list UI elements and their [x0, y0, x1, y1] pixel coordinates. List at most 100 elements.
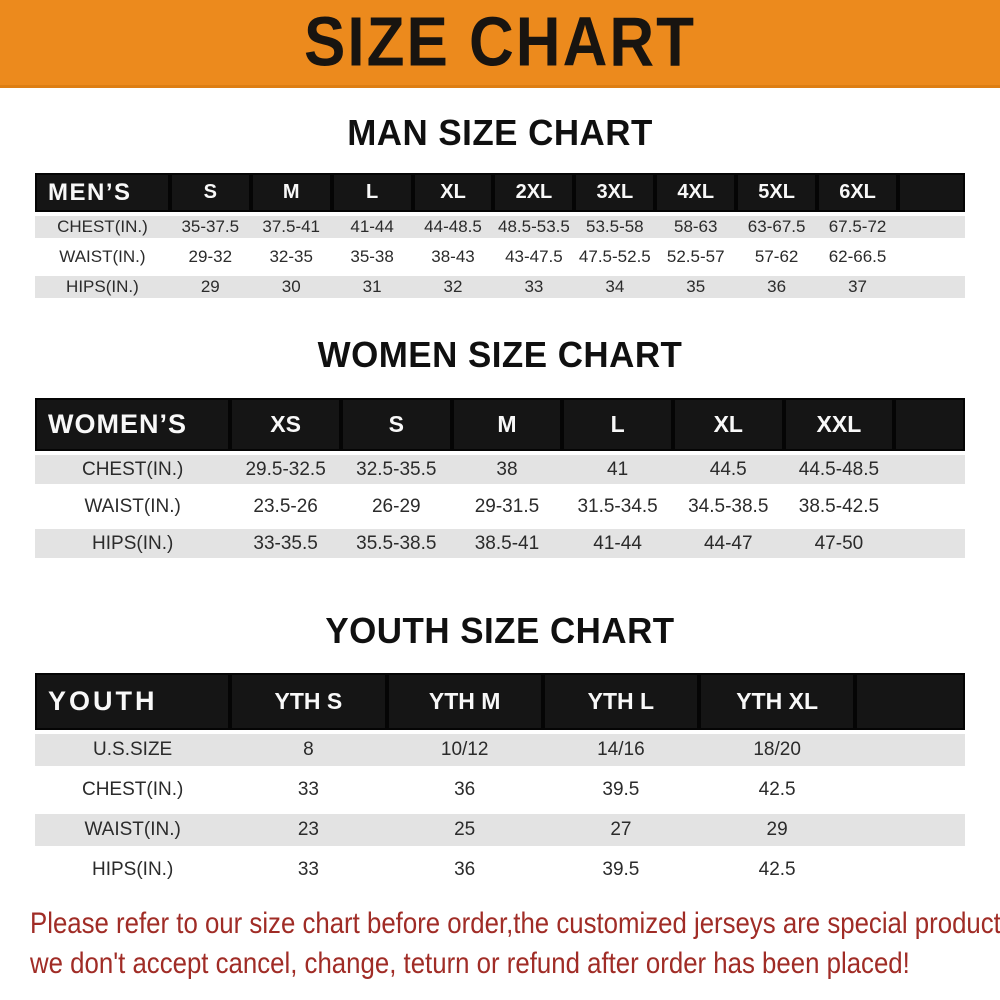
column-header: 4XL [655, 173, 737, 212]
filler-cell [894, 398, 965, 451]
column-header: XL [412, 173, 494, 212]
table-row: WAIST(IN.) 29-32 32-35 35-38 38-43 43-47.5 47.… [35, 242, 965, 272]
table-cell: 44-48.5 [412, 212, 494, 242]
table-row: U.S.SIZE 8 10/12 14/16 18/20 [35, 730, 965, 770]
column-header: 2XL [493, 173, 575, 212]
table-cell: 25 [386, 810, 543, 850]
man-size-chart-heading: MAN SIZE CHART [347, 112, 653, 153]
table-cell: 44-47 [672, 525, 784, 562]
disclaimer-line-2: we don't accept cancel, change, teturn o… [30, 947, 910, 980]
men-table-container: MEN’S S M L XL 2XL 3XL 4XL 5XL 6XL CHEST(IN.) 35-37… [0, 173, 1000, 302]
table-cell: 48.5-53.5 [493, 212, 575, 242]
table-cell: 31 [331, 272, 413, 302]
row-label: WAIST(IN.) [35, 810, 231, 850]
table-cell: 33 [297, 859, 319, 880]
disclaimer-line-1: Please refer to our size chart before or… [30, 907, 1000, 940]
table-cell: 30 [250, 272, 332, 302]
table-cell: 57-62 [754, 247, 799, 266]
women-size-table: WOMEN’S XS S M L XL XXL CHEST(IN.) 29.5-32.5 32.5… [35, 398, 965, 562]
table-cell: 29-31.5 [474, 495, 540, 517]
table-cell: 36 [736, 272, 818, 302]
table-cell: 37.5-41 [250, 212, 332, 242]
filler-cell [898, 272, 965, 302]
table-cell: 33 [297, 779, 319, 800]
table-cell: 35 [655, 272, 737, 302]
table-cell: 41-44 [331, 212, 413, 242]
table-cell: 63-67.5 [736, 212, 818, 242]
filler-cell [855, 810, 965, 850]
filler-cell [894, 488, 965, 525]
filler-cell [855, 770, 965, 810]
row-label: CHEST(IN.) [35, 451, 231, 488]
youth-size-chart-heading: YOUTH SIZE CHART [325, 610, 675, 651]
table-row: CHEST(IN.) 29.5-32.5 32.5-35.5 38 41 44.5 44.5… [35, 451, 965, 488]
table-cell: 53.5-58 [574, 212, 656, 242]
header-row: YOUTH YTH S YTH M YTH L YTH XL [35, 673, 965, 730]
column-header: YTH L [542, 673, 699, 730]
table-cell: 47-50 [783, 525, 895, 562]
table-cell: 41-44 [562, 525, 673, 562]
table-row: HIPS(IN.) 33-35.5 35.5-38.5 38.5-41 41-44 44-… [35, 525, 965, 562]
table-cell: 29 [699, 810, 856, 850]
table-cell: 37 [817, 272, 898, 302]
table-cell: 47.5-52.5 [578, 247, 651, 266]
table-row: WAIST(IN.) 23.5-26 26-29 29-31.5 31.5-34.5 34… [35, 488, 965, 525]
filler-cell [894, 451, 965, 488]
row-label: U.S.SIZE [35, 730, 231, 770]
table-cell: 41 [562, 451, 673, 488]
table-row: WAIST(IN.) 23 25 27 29 [35, 810, 965, 850]
column-header: S [340, 398, 452, 451]
column-header: YTH M [386, 673, 543, 730]
filler-cell [855, 730, 965, 770]
table-cell: 44.5 [672, 451, 784, 488]
table-cell: 34 [574, 272, 656, 302]
column-header: L [562, 398, 673, 451]
filler-cell [894, 525, 965, 562]
table-cell: 39.5 [602, 859, 640, 880]
row-label: HIPS(IN.) [92, 859, 174, 880]
table-cell: 38.5-41 [451, 525, 563, 562]
table-cell: 35-37.5 [169, 212, 251, 242]
table-cell: 34.5-38.5 [688, 495, 769, 517]
table-cell: 35-38 [350, 247, 394, 266]
women-table-container: WOMEN’S XS S M L XL XXL CHEST(IN.) 29.5-32.5 32.5… [0, 398, 1000, 562]
column-header: M [250, 173, 332, 212]
table-cell: 35.5-38.5 [340, 525, 452, 562]
table-cell: 26-29 [371, 495, 421, 517]
row-label: WAIST(IN.) [59, 247, 146, 266]
header-row: MEN’S S M L XL 2XL 3XL 4XL 5XL 6XL [35, 173, 965, 212]
table-cell: 38.5-42.5 [798, 495, 880, 517]
table-cell: 36 [454, 779, 476, 800]
column-header: S [169, 173, 251, 212]
table-cell: 32-35 [269, 247, 313, 266]
table-cell: 29.5-32.5 [230, 451, 341, 488]
youth-table-container: YOUTH YTH S YTH M YTH L YTH XL U.S.SIZE 8 10/12… [0, 673, 1000, 890]
filler-cell [898, 173, 965, 212]
size-chart-banner: SIZE CHART [0, 0, 1000, 88]
table-cell: 62-66.5 [828, 247, 887, 266]
table-cell: 29 [169, 272, 251, 302]
men-size-table: MEN’S S M L XL 2XL 3XL 4XL 5XL 6XL CHEST(IN.) 35-37… [35, 173, 965, 302]
column-header: YTH S [230, 673, 387, 730]
table-title-cell: WOMEN’S [35, 398, 231, 451]
column-header: XL [672, 398, 784, 451]
row-label: HIPS(IN.) [35, 272, 170, 302]
table-title-cell: YOUTH [35, 673, 231, 730]
table-cell: 44.5-48.5 [783, 451, 895, 488]
table-cell: 23.5-26 [253, 495, 318, 517]
column-header: 3XL [574, 173, 656, 212]
table-row: HIPS(IN.) 33 36 39.5 42.5 [35, 850, 965, 890]
table-cell: 14/16 [542, 730, 699, 770]
row-label: HIPS(IN.) [35, 525, 231, 562]
youth-size-table: YOUTH YTH S YTH M YTH L YTH XL U.S.SIZE 8 10/12… [35, 673, 965, 890]
row-label: WAIST(IN.) [84, 495, 181, 517]
page-title: SIZE CHART [304, 3, 696, 82]
table-cell: 38-43 [431, 247, 475, 266]
row-label: CHEST(IN.) [81, 779, 184, 800]
row-label: CHEST(IN.) [35, 212, 170, 242]
table-cell: 42.5 [758, 859, 796, 880]
table-cell: 67.5-72 [817, 212, 898, 242]
women-size-chart-heading: WOMEN SIZE CHART [317, 334, 683, 375]
table-cell: 31.5-34.5 [577, 495, 658, 517]
